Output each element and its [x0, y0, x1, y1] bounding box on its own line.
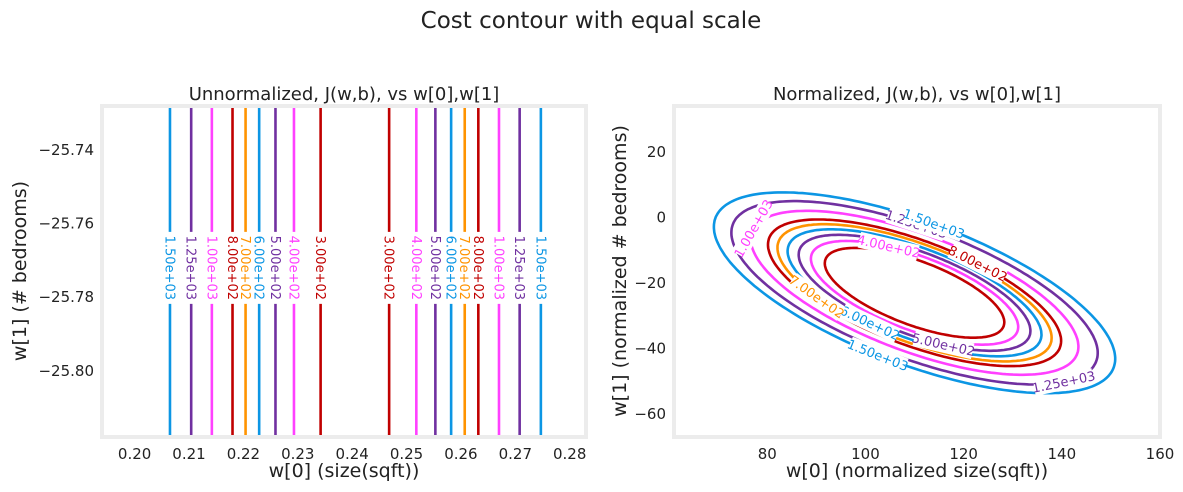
x-tick-label: 100 — [851, 445, 880, 463]
contour-label: 5.00e+02 — [267, 236, 282, 300]
y-tick-label: −25.78 — [38, 288, 94, 306]
right-y-axis-label: w[1] (normalized # bedrooms) — [609, 125, 631, 417]
y-tick-label: 0 — [656, 208, 666, 226]
y-tick-label: −20 — [634, 274, 666, 292]
contour-label: 4.00e+02 — [408, 236, 423, 300]
contour-ellipse — [730, 199, 1099, 386]
left-x-axis-label: w[0] (size(sqft)) — [269, 460, 420, 482]
contour-label: 3.00e+02 — [312, 236, 327, 300]
x-tick-label: 0.26 — [444, 445, 477, 463]
contour-ellipse — [766, 218, 1063, 368]
contour-label: 1.25e+03 — [183, 236, 198, 300]
y-tick-label: −60 — [634, 405, 666, 423]
contour-label-gap — [903, 206, 965, 242]
x-tick-label: 0.22 — [227, 445, 260, 463]
contour-ellipse — [776, 222, 1053, 363]
figure-suptitle: Cost contour with equal scale — [421, 8, 762, 34]
x-tick-label: 80 — [758, 445, 777, 463]
x-tick-label: 0.25 — [390, 445, 423, 463]
contour-label: 1.00e+03 — [203, 236, 218, 300]
contour-label: 1.25e+03 — [511, 236, 526, 300]
x-tick-label: 0.23 — [281, 445, 314, 463]
left-contour-labels: 1.50e+03 1.25e+03 1.00e+03 8.00e+027.00e+02… — [161, 236, 547, 300]
contour-label-gap — [1032, 368, 1095, 396]
x-tick-label: 0.28 — [553, 445, 586, 463]
contour-label: 1.50e+03 — [532, 236, 547, 300]
x-tick-label: 120 — [949, 445, 978, 463]
contour-label: 6.00e+02 — [443, 236, 458, 300]
contour-label: 5.00e+02 — [427, 236, 442, 300]
contour-label: 1.00e+03 — [490, 236, 505, 300]
y-tick-label: −40 — [634, 340, 666, 358]
y-tick-label: −25.80 — [38, 362, 94, 380]
right-x-axis-label: w[0] (normalized size(sqft)) — [786, 460, 1048, 482]
y-tick-label: −25.76 — [38, 215, 94, 233]
contour-label: 7.00e+02 — [237, 236, 252, 300]
contour-label-gap — [787, 273, 846, 321]
contour-label-gap — [947, 242, 1009, 285]
x-tick-label: 0.27 — [499, 445, 532, 463]
contour-label: 6.00e+02 — [251, 236, 266, 300]
contour-label: 8.00e+02 — [224, 236, 239, 300]
contour-label-gap — [731, 198, 776, 259]
right-plot-frame — [672, 104, 1162, 439]
left-plot-frame — [100, 104, 588, 439]
y-tick-label: −25.74 — [38, 141, 94, 159]
contour-label: 4.00e+02 — [285, 236, 300, 300]
contour-label-gap — [912, 330, 975, 360]
x-tick-label: 160 — [1146, 445, 1175, 463]
contour-ellipse — [712, 191, 1117, 395]
right-chart-title: Normalized, J(w,b), vs w[0],w[1] — [773, 84, 1061, 105]
left-chart: Unnormalized, J(w,b), vs w[0],w[1] 1.50e… — [9, 84, 588, 482]
contour-label: 8.00e+02 — [470, 236, 485, 300]
y-tick-label: 20 — [647, 143, 666, 161]
contour-label: 3.00e+02 — [381, 236, 396, 300]
contour-label-gap — [839, 303, 901, 343]
x-tick-label: 140 — [1047, 445, 1076, 463]
contour-label: 1.50e+03 — [161, 236, 176, 300]
x-tick-label: 0.24 — [335, 445, 368, 463]
x-tick-label: 0.21 — [172, 445, 205, 463]
contour-ellipse — [823, 246, 1006, 339]
right-x-ticks: 80 100 120 140 160 — [758, 445, 1175, 463]
left-x-ticks: 0.20 0.21 0.22 0.23 0.24 0.25 0.26 0.27 0.28 — [118, 445, 586, 463]
left-chart-title: Unnormalized, J(w,b), vs w[0],w[1] — [189, 84, 500, 105]
left-y-ticks: −25.80 −25.78 −25.76 −25.74 — [38, 141, 94, 380]
right-y-ticks: −60 −40 −20 0 20 — [634, 143, 666, 423]
contour-label-gap — [846, 336, 909, 374]
right-chart: Normalized, J(w,b), vs w[0],w[1] 4.00e+0… — [609, 84, 1174, 482]
contour-label-gap — [857, 231, 920, 261]
contour-label: 7.00e+02 — [456, 236, 471, 300]
left-contour-lines — [168, 106, 543, 437]
left-y-axis-label: w[1] (# bedrooms) — [9, 181, 31, 361]
x-tick-label: 0.20 — [118, 445, 151, 463]
